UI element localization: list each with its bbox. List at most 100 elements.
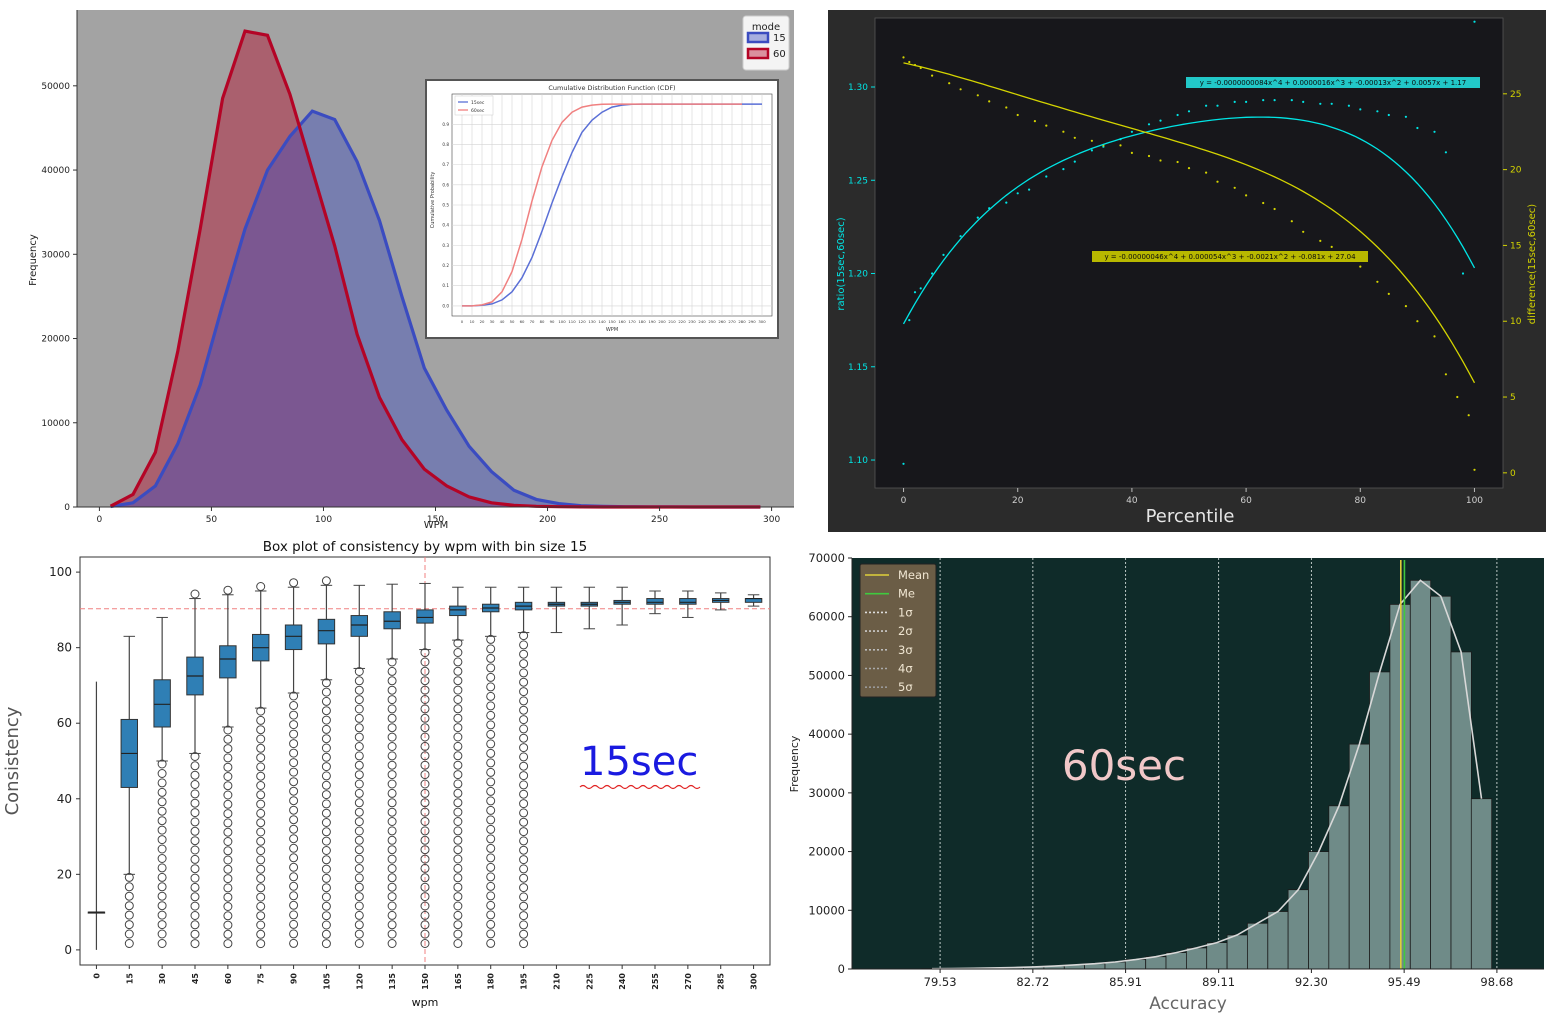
outlier-point [321,836,331,846]
histogram-bar [1185,947,1208,970]
ratio-point [1387,113,1390,117]
outlier-point [321,939,331,949]
legend-label-4: 3σ [898,643,913,657]
kde-y-tick-label: 20000 [41,335,70,345]
cdf-x-tick-label: 80 [540,319,545,324]
outlier-point [157,816,167,826]
outlier-point [354,732,364,742]
outlier-point [223,864,233,874]
consistency-tick-label: 60 [57,716,72,730]
box-165 [449,605,467,617]
outlier-point [519,743,529,753]
legend-label-2: 1σ [898,605,913,619]
outlier-point [321,687,331,697]
cdf-line-60sec [462,103,742,307]
percentile-tick-label: 0 [901,496,907,506]
outlier-point [289,758,299,768]
outlier-point [190,780,200,789]
outlier-point [420,713,430,723]
outlier-point [190,589,200,599]
outlier-point [486,938,496,948]
wpm-tick-label: 30 [158,973,167,985]
ratio-point [1130,130,1133,133]
accuracy-tick-label: 79.53 [924,975,957,989]
outlier-point [453,685,463,695]
cdf-y-tick-label: 0.7 [442,162,449,167]
difference-tick-label: 5 [1510,393,1516,403]
boxplot-y-label: Consistency [2,706,23,815]
box-90 [284,624,303,651]
outlier-point [420,798,430,808]
wpm-distribution-panel: 0 50 100 150 200 250 300 0 10000 20000 30000 40000 5… [0,0,800,535]
outlier-point [387,920,397,930]
wpm-tick-label: 105 [322,973,331,990]
outlier-point [223,734,233,744]
outlier-point [354,770,364,780]
ratio-point [959,235,962,238]
kde-area-15 [110,111,761,507]
outlier-point [354,845,364,855]
outlier-point [256,799,266,809]
outlier-point [354,882,364,892]
outlier-point [453,788,463,798]
accuracy-tick-label: 95.49 [1388,975,1421,989]
difference-point [1456,395,1459,399]
outlier-point [256,929,266,939]
outlier-point [420,741,430,751]
outlier-point [223,892,233,902]
outlier-point [321,790,331,800]
kde-x-tick-label: 0 [97,515,103,525]
outlier-point [486,748,496,758]
cdf-title: Cumulative Distribution Function (CDF) [548,84,675,92]
outlier-point [420,751,430,761]
outlier-point [157,825,167,835]
difference-tick-label: 25 [1510,90,1521,100]
outlier-point [321,846,331,855]
legend-swatch-60 [746,47,770,60]
outlier-point [223,846,233,856]
frequency-tick-label: 30000 [808,786,845,800]
outlier-point [223,939,233,949]
outlier-point [420,657,430,667]
accuracy-tick-label: 98.68 [1480,975,1513,989]
outlier-point [256,771,266,781]
outlier-point [420,854,430,864]
outlier-point [321,920,331,930]
cdf-y-tick-label: 0.8 [442,142,449,147]
outlier-point [289,910,299,920]
ratio-tick-label: 1.25 [848,176,868,186]
outlier-point [387,770,397,780]
outlier-point [453,882,463,892]
outlier-point [256,790,266,800]
outlier-point [387,835,397,845]
outlier-point [486,682,496,692]
consistency-tick-label: 100 [49,565,72,579]
difference-point [1433,335,1436,338]
cdf-x-tick-label: 60 [520,319,525,324]
outlier-point [387,901,397,911]
outlier-point [519,780,529,790]
percentile-tick-label: 80 [1355,496,1367,506]
svg-text:y = -0.0000000084x^4 + 0.00000: y = -0.0000000084x^4 + 0.0000016x^3 + -0… [1200,79,1466,87]
legend-title: mode [752,22,780,33]
percentile-x-label: Percentile [1146,506,1235,527]
outlier-point [190,920,200,930]
wpm-tick-label: 270 [684,973,693,990]
outlier-point [519,705,529,715]
outlier-point [420,873,430,883]
cyan-equation-label: y = -0.0000000084x^4 + 0.0000016x^3 + -0… [1186,77,1480,88]
difference-point [959,88,962,91]
outlier-point [190,929,200,939]
legend-label-15: 15 [773,33,786,44]
outlier-point [157,891,167,901]
box-120 [350,615,369,637]
difference-point [1290,220,1293,223]
outlier-point [124,882,134,892]
ratio-point [1090,149,1093,152]
outlier-point [453,648,463,657]
difference-point [1330,245,1333,248]
cdf-legend-label-15sec: 15sec [471,100,485,106]
difference-point [1233,186,1236,189]
outlier-point [321,901,331,911]
legend-swatch-15 [746,31,770,44]
